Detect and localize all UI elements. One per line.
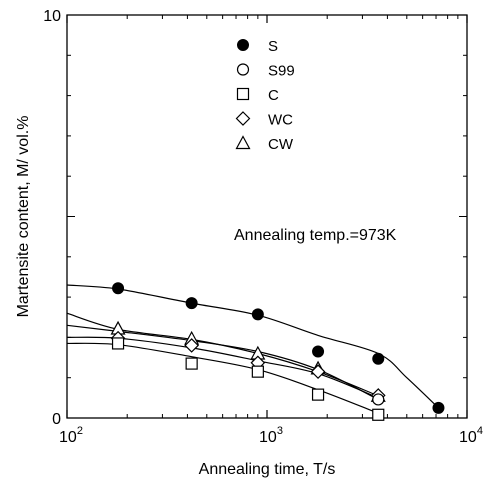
- point-s: [432, 401, 445, 414]
- annealing-temp-annotation: Annealing temp.=973K: [234, 227, 397, 244]
- point-s99: [372, 393, 385, 406]
- x-tick-exponent: 2: [77, 425, 83, 437]
- curve-s: [66, 284, 439, 409]
- legend-label-s99: S99: [268, 63, 295, 80]
- x-tick-label-1e2: 102: [59, 425, 83, 446]
- point-c: [311, 388, 325, 401]
- x-tick-base: 10: [459, 429, 477, 446]
- plot-frame: [66, 14, 468, 419]
- point-s: [372, 352, 385, 365]
- legend-marker-c: [236, 87, 250, 101]
- point-c: [251, 365, 264, 378]
- x-tick-label-1e4: 104: [459, 425, 483, 446]
- point-s: [112, 282, 125, 295]
- x-tick-label-1e3: 103: [259, 425, 283, 446]
- x-axis-label: Annealing time, T/s: [199, 461, 336, 478]
- legend-marker-s99: [236, 63, 250, 76]
- legend: S S99 C WC CW: [235, 38, 295, 153]
- legend-label-wc: WC: [268, 112, 293, 129]
- point-wc: [310, 364, 326, 380]
- curve-cw: [66, 312, 379, 397]
- x-tick-base: 10: [259, 429, 277, 446]
- y-tick-label-10: 10: [43, 8, 61, 25]
- y-tick-label-0: 0: [52, 411, 61, 428]
- x-tick-base: 10: [59, 429, 77, 446]
- point-c: [372, 408, 385, 421]
- point-s: [312, 345, 325, 358]
- legend-marker-wc: [235, 111, 251, 126]
- y-axis-label: Martensite content, M/ vol.%: [15, 116, 32, 318]
- data-points: [110, 282, 445, 421]
- legend-label-c: C: [268, 87, 279, 104]
- point-s: [251, 308, 264, 321]
- axis-ticks: [66, 14, 468, 419]
- legend-marker-cw: [235, 135, 251, 150]
- x-tick-exponent: 4: [477, 425, 483, 437]
- point-c: [185, 357, 198, 370]
- point-s: [185, 297, 198, 310]
- point-wc: [184, 338, 199, 353]
- point-c: [111, 337, 125, 350]
- legend-marker-s: [237, 39, 249, 51]
- x-tick-exponent: 3: [277, 425, 283, 437]
- legend-label-cw: CW: [268, 136, 294, 153]
- legend-label-s: S: [268, 38, 278, 55]
